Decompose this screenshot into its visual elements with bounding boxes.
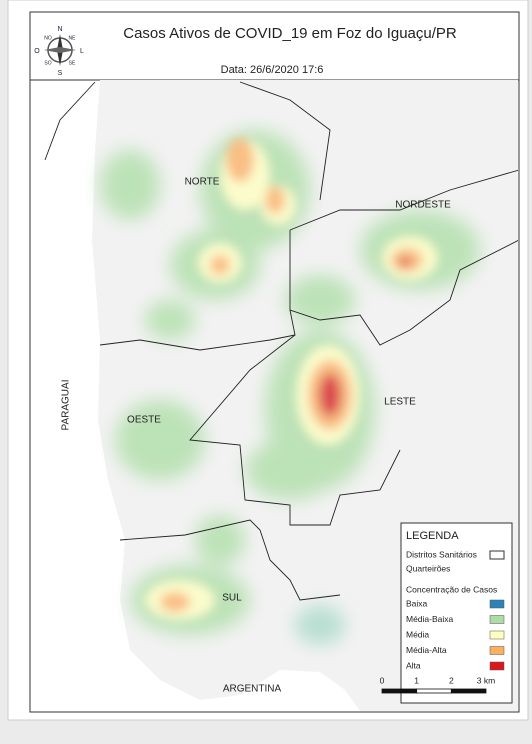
- legend-class-label: Média-Baixa: [406, 614, 454, 624]
- scale-label: 0: [380, 675, 385, 685]
- compass-s: S: [58, 70, 63, 77]
- heatmap: [100, 130, 480, 645]
- district-borders: [44, 81, 518, 601]
- legend-class-label: Média-Alta: [406, 645, 447, 655]
- legend-swatch: [489, 599, 505, 609]
- scale-bar: 0 1 2 3 km: [380, 675, 495, 694]
- compass-no: NO: [44, 35, 52, 41]
- legend-title: LEGENDA: [406, 530, 459, 542]
- label-leste: LESTE: [384, 397, 416, 408]
- compass-n: N: [57, 26, 62, 33]
- compass-ne: NE: [69, 35, 77, 41]
- scale-segment: [381, 688, 418, 694]
- label-oeste: OESTE: [127, 415, 161, 426]
- legend-districts: Distritos Sanitários: [406, 549, 477, 559]
- legend-swatch: [489, 646, 505, 655]
- legend-subtitle: Concentração de Casos: [406, 584, 497, 594]
- scale-segment: [450, 688, 487, 694]
- scale-segment: [416, 688, 452, 694]
- compass-w: O: [34, 48, 40, 55]
- label-sul: SUL: [222, 593, 242, 604]
- label-nordeste: NORDESTE: [395, 200, 451, 211]
- compass-se: SE: [69, 60, 76, 66]
- legend-swatch: [489, 615, 505, 624]
- label-paraguai: PARAGUAI: [61, 380, 72, 431]
- compass: N S L O NE NO SE SO: [34, 26, 84, 77]
- legend: LEGENDA Distritos Sanitários Quarteirões…: [400, 522, 513, 704]
- legend-swatch: [489, 630, 505, 640]
- compass-e: L: [80, 48, 84, 55]
- scale-label: 2: [449, 675, 454, 685]
- map-title: Casos Ativos de COVID_19 em Foz do Iguaç…: [123, 25, 457, 42]
- scale-label: 1: [414, 675, 419, 685]
- label-norte: NORTE: [185, 177, 220, 188]
- legend-swatch: [489, 661, 505, 671]
- legend-class-label: Alta: [406, 660, 421, 670]
- map-date: Data: 26/6/2020 17:6: [221, 64, 324, 76]
- legend-class-label: Baixa: [406, 598, 428, 608]
- label-argentina: ARGENTINA: [223, 684, 282, 695]
- legend-district-swatch: [489, 550, 505, 560]
- compass-so: SO: [44, 60, 51, 66]
- legend-class-label: Média: [406, 629, 429, 639]
- scale-label: 3 km: [477, 675, 495, 685]
- legend-blocks: Quarteirões: [406, 563, 450, 573]
